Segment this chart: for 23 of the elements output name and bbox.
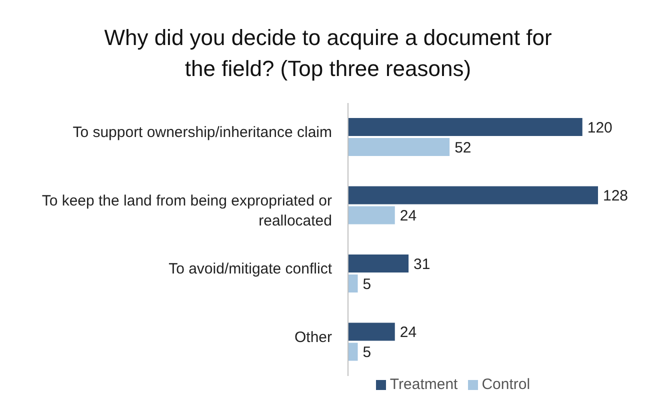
bar xyxy=(348,342,358,361)
legend-label: Control xyxy=(482,376,530,393)
data-label: 128 xyxy=(603,188,628,205)
data-label: 24 xyxy=(400,208,417,225)
data-label: 24 xyxy=(400,324,417,342)
data-label: 5 xyxy=(362,276,372,293)
bar xyxy=(348,186,598,204)
legend-label: Treatment xyxy=(390,376,458,393)
y-tick-label: To keep the land from being expropriated or reallocated xyxy=(42,192,332,230)
bar xyxy=(348,118,582,136)
data-label: 31 xyxy=(414,256,430,273)
bar xyxy=(348,254,409,273)
data-label: 52 xyxy=(454,139,472,156)
y-tick-label: Other xyxy=(294,328,332,346)
data-label: 5 xyxy=(362,344,372,362)
chart-title: Why did you decide to acquire a document for the field? (Top three reasons) xyxy=(103,24,553,83)
y-tick-label: To support ownership/inheritance claim xyxy=(72,124,332,142)
bar xyxy=(348,274,358,293)
bar xyxy=(348,322,395,341)
data-label: 120 xyxy=(587,119,612,136)
y-tick-label: To avoid/mitigate conflict xyxy=(168,260,333,278)
bar xyxy=(348,138,450,156)
bar xyxy=(348,206,395,224)
